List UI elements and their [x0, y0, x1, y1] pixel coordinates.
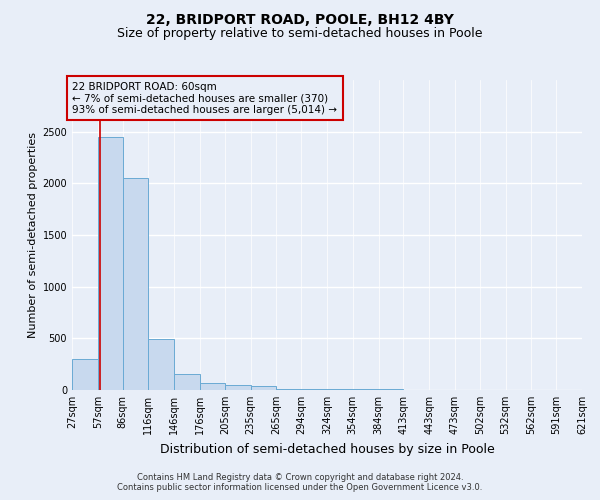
Bar	[148, 340, 174, 390]
Bar	[174, 374, 200, 390]
Text: 22, BRIDPORT ROAD, POOLE, BH12 4BY: 22, BRIDPORT ROAD, POOLE, BH12 4BY	[146, 12, 454, 26]
Bar	[200, 383, 225, 390]
Y-axis label: Number of semi-detached properties: Number of semi-detached properties	[28, 132, 38, 338]
Bar	[72, 359, 98, 390]
Bar	[251, 386, 277, 390]
Bar	[98, 137, 122, 390]
X-axis label: Distribution of semi-detached houses by size in Poole: Distribution of semi-detached houses by …	[160, 442, 494, 456]
Bar	[122, 178, 148, 390]
Bar	[225, 385, 251, 390]
Text: Size of property relative to semi-detached houses in Poole: Size of property relative to semi-detach…	[117, 28, 483, 40]
Text: 22 BRIDPORT ROAD: 60sqm
← 7% of semi-detached houses are smaller (370)
93% of se: 22 BRIDPORT ROAD: 60sqm ← 7% of semi-det…	[73, 82, 337, 115]
Text: Contains HM Land Registry data © Crown copyright and database right 2024.
Contai: Contains HM Land Registry data © Crown c…	[118, 473, 482, 492]
